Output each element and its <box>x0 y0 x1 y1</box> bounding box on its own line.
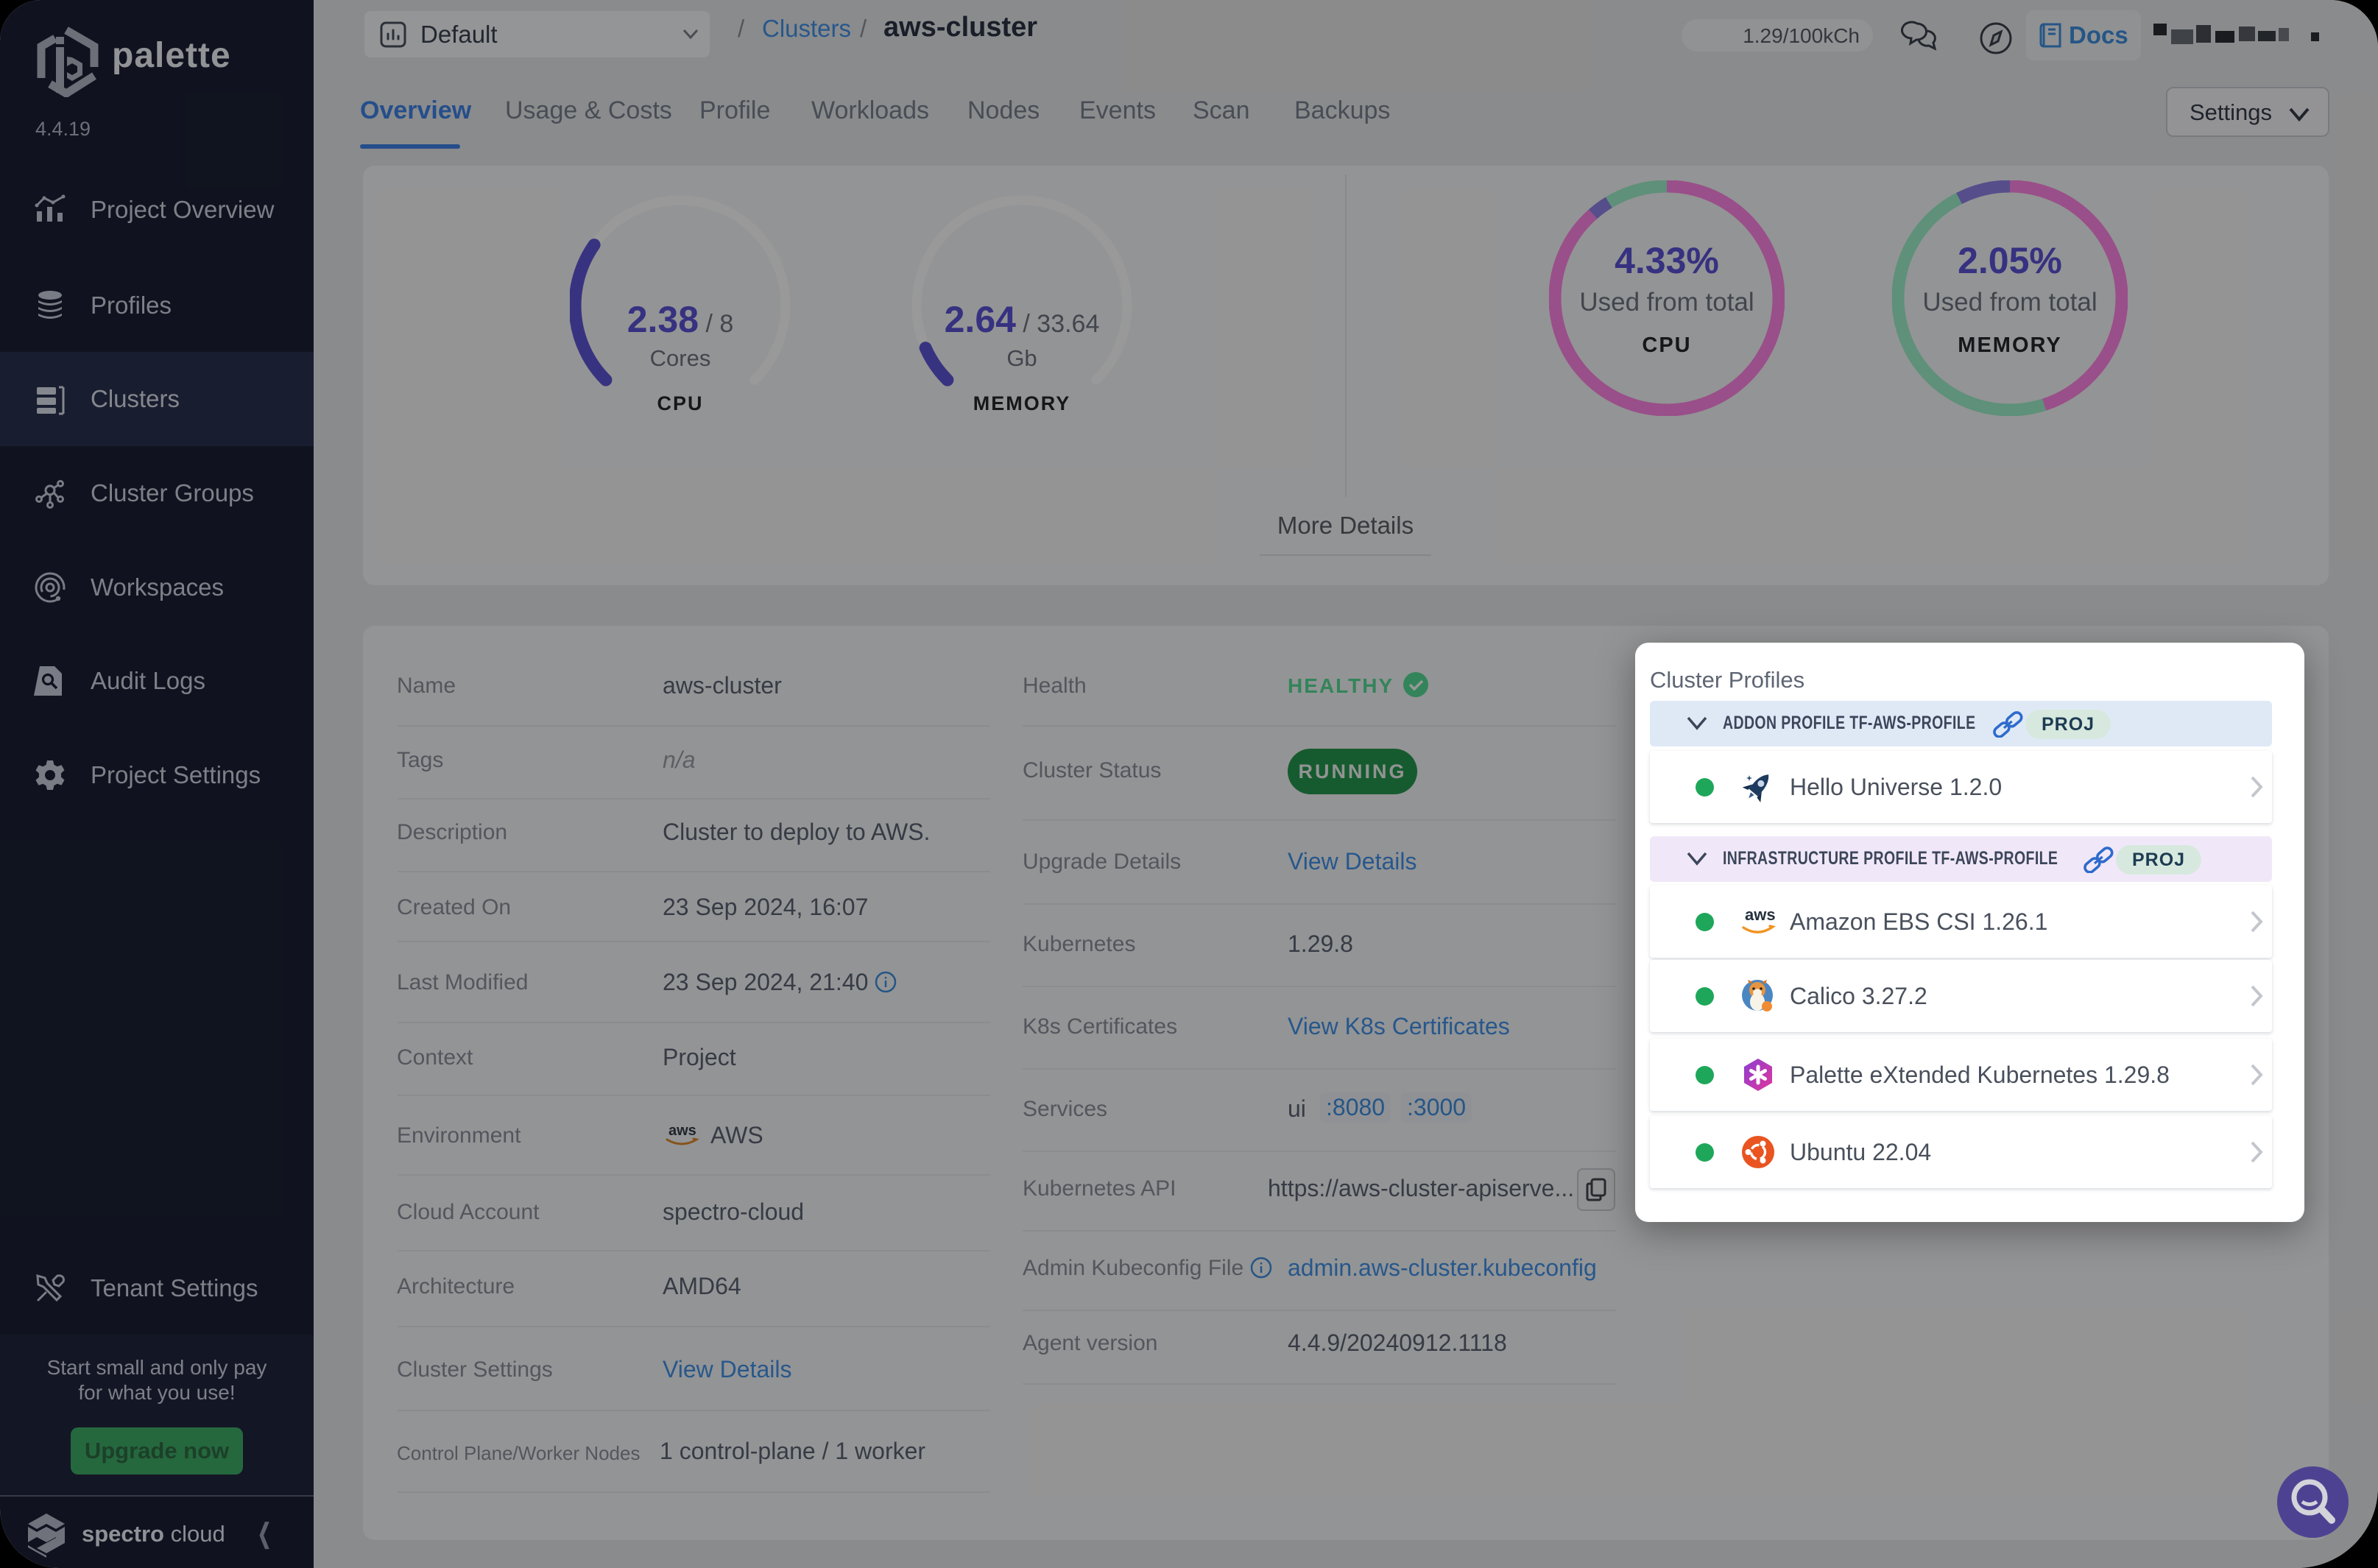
svg-text:aws: aws <box>1745 905 1776 924</box>
svg-text:aws: aws <box>668 1123 696 1139</box>
